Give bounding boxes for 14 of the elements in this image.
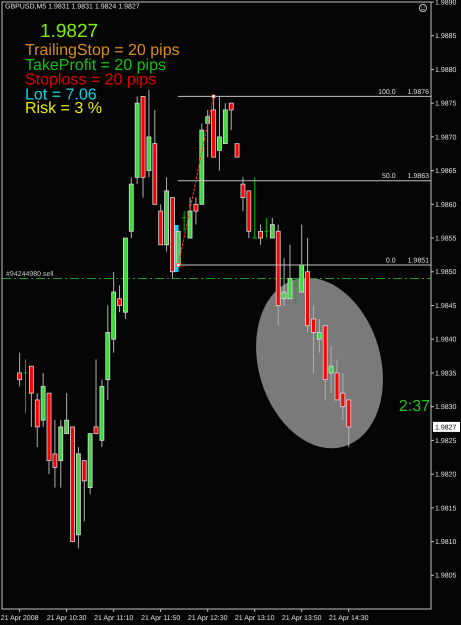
annotation: 1.9827 [40,21,98,42]
candlestick [234,143,240,158]
annotation: TakeProfit = 20 pips [25,57,166,74]
candlestick [293,278,298,306]
candlestick [17,352,22,387]
candlestick [264,217,269,239]
annotation: Risk = 3 % [25,100,102,117]
annotation: 2:37 [398,398,430,415]
annotation: TrailingStop = 20 pips [25,42,180,59]
candlestick [182,210,187,232]
annotation: Stoploss = 20 pips [25,72,156,88]
candlestick [252,176,258,239]
candlestick [23,358,28,414]
candlestick [258,224,263,246]
